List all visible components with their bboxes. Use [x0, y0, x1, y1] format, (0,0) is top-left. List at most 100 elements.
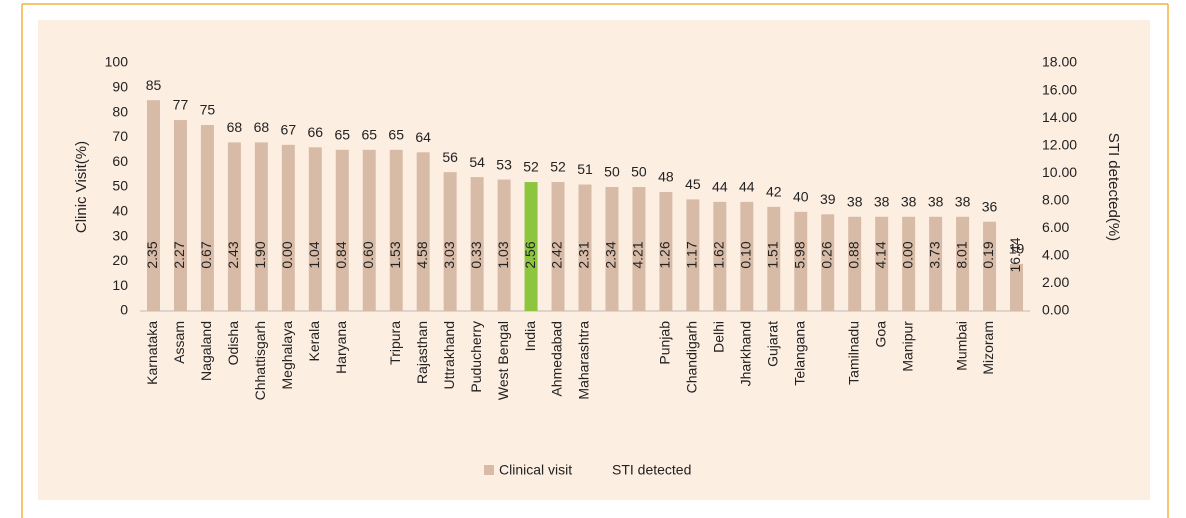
x-tick-label: Tamilnadu [845, 321, 861, 385]
x-tick-label: Jharkhand [738, 321, 754, 386]
legend-label: STI detected [612, 462, 691, 478]
data-label: 38 [955, 193, 971, 209]
data-label: 38 [901, 193, 917, 209]
data-label: 38 [847, 193, 863, 209]
data-label: 48 [658, 169, 674, 185]
data-label: 42 [766, 184, 782, 200]
bar [848, 216, 862, 311]
bar [173, 120, 187, 311]
data-label: 38 [928, 193, 944, 209]
data-label: 19 [1009, 241, 1025, 257]
sti-label: 1.90 [252, 241, 268, 268]
sti-label: 0.88 [845, 241, 861, 268]
data-label: 51 [577, 161, 593, 177]
sti-label: 1.04 [306, 241, 322, 268]
x-tick-label: Puducherry [468, 321, 484, 393]
sti-label: 2.56 [522, 241, 538, 268]
x-tick-label: Haryana [333, 321, 349, 374]
bar [659, 191, 673, 311]
bar [578, 184, 592, 311]
sti-label: 2.35 [144, 241, 160, 268]
sti-label: 3.03 [441, 241, 457, 268]
bar [362, 149, 376, 311]
y-tick-label: 30 [112, 227, 128, 243]
bar [524, 182, 538, 311]
y2-axis-title: STI detected(%) [1105, 133, 1122, 241]
data-label: 38 [874, 193, 890, 209]
bar [470, 177, 484, 311]
sti-label: 4.14 [872, 241, 888, 268]
bar [200, 125, 214, 311]
sti-label: 2.27 [171, 241, 187, 268]
x-tick-label: Chhattisgarh [252, 321, 268, 400]
sti-label: 4.58 [414, 241, 430, 268]
y-tick-label: 80 [112, 103, 128, 119]
bar [497, 179, 511, 311]
data-label: 50 [604, 164, 620, 180]
sti-label: 8.01 [953, 241, 969, 268]
bar [713, 201, 727, 311]
y2-tick-label: 2.00 [1042, 274, 1069, 290]
data-label: 66 [308, 124, 324, 140]
bar [254, 142, 268, 311]
y2-tick-label: 18.00 [1042, 54, 1077, 70]
sti-label: 0.26 [818, 241, 834, 268]
sti-label: 16.44 [1007, 237, 1023, 272]
data-label: 44 [739, 179, 755, 195]
bar [551, 182, 565, 311]
bar [983, 221, 997, 311]
y-tick-label: 20 [112, 252, 128, 268]
x-tick-label: Assam [171, 321, 187, 364]
data-label: 65 [388, 127, 404, 143]
sti-label: 0.00 [279, 241, 295, 268]
x-tick-label: Manipur [899, 321, 915, 372]
bar [767, 206, 781, 311]
data-label: 40 [793, 189, 809, 205]
data-label: 77 [173, 97, 189, 113]
bar [632, 187, 646, 311]
sti-label: 4.21 [630, 241, 646, 268]
x-tick-label: Ahmedabad [549, 321, 565, 397]
x-tick-label: Karnataka [144, 321, 160, 385]
bar [281, 144, 295, 311]
sti-label: 0.19 [980, 241, 996, 268]
sti-label: 2.31 [576, 241, 592, 268]
sti-label: 1.53 [387, 241, 403, 268]
bar [416, 152, 430, 311]
y-tick-label: 40 [112, 203, 128, 219]
x-tick-label: Gujarat [764, 321, 780, 367]
legend-swatch [484, 465, 494, 475]
sti-label: 3.73 [926, 241, 942, 268]
data-label: 52 [550, 159, 566, 175]
bar [686, 199, 700, 311]
y-tick-label: 50 [112, 178, 128, 194]
x-tick-label: Tripura [387, 321, 403, 365]
x-tick-label: Mumbai [953, 321, 969, 371]
y2-tick-label: 10.00 [1042, 164, 1077, 180]
bar [794, 211, 808, 311]
x-tick-label: Uttrakhand [441, 321, 457, 389]
sti-label: 0.10 [738, 241, 754, 268]
y-axis-title: Clinic Visit(%) [73, 141, 90, 233]
x-tick-label: Odisha [225, 321, 241, 366]
y2-tick-label: 14.00 [1042, 109, 1077, 125]
y-tick-label: 90 [112, 79, 128, 95]
data-label: 45 [685, 176, 701, 192]
data-label: 56 [442, 149, 458, 165]
y-tick-label: 100 [105, 54, 129, 70]
x-tick-label: India [522, 321, 538, 352]
data-label: 75 [200, 102, 216, 118]
x-tick-label: Meghalaya [279, 321, 295, 390]
data-label: 39 [820, 191, 836, 207]
x-tick-label: Kerala [306, 321, 322, 362]
sti-label: 0.33 [468, 241, 484, 268]
bar [929, 216, 943, 311]
y-tick-label: 70 [112, 128, 128, 144]
data-label: 67 [281, 122, 297, 138]
data-label: 53 [496, 156, 512, 172]
legend-label: Clinical visit [499, 462, 572, 478]
x-tick-label: Mizoram [980, 321, 996, 375]
bar [335, 149, 349, 311]
x-tick-label: Nagaland [198, 321, 214, 381]
